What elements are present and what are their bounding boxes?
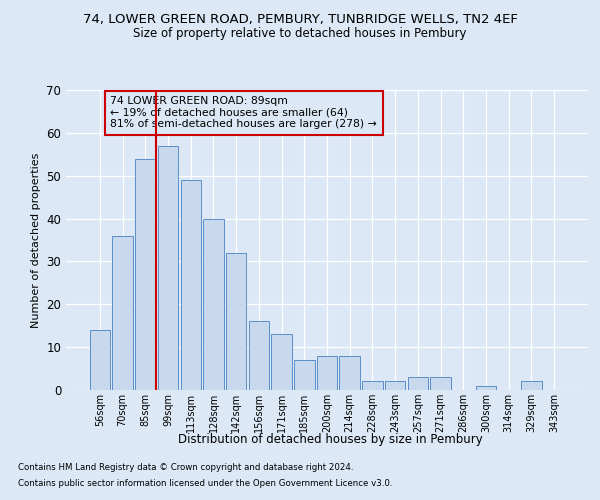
Bar <box>112 236 133 390</box>
Bar <box>294 360 314 390</box>
Bar <box>317 356 337 390</box>
Bar <box>271 334 292 390</box>
Bar <box>90 330 110 390</box>
Bar <box>340 356 360 390</box>
Bar <box>158 146 178 390</box>
Text: Size of property relative to detached houses in Pembury: Size of property relative to detached ho… <box>133 28 467 40</box>
Text: Distribution of detached houses by size in Pembury: Distribution of detached houses by size … <box>178 432 482 446</box>
Bar <box>181 180 201 390</box>
Text: 74 LOWER GREEN ROAD: 89sqm
← 19% of detached houses are smaller (64)
81% of semi: 74 LOWER GREEN ROAD: 89sqm ← 19% of deta… <box>110 96 377 129</box>
Bar <box>407 377 428 390</box>
Bar <box>476 386 496 390</box>
Bar <box>385 382 406 390</box>
Bar <box>226 253 247 390</box>
Text: Contains public sector information licensed under the Open Government Licence v3: Contains public sector information licen… <box>18 478 392 488</box>
Bar <box>521 382 542 390</box>
Bar <box>248 322 269 390</box>
Bar <box>135 158 155 390</box>
Y-axis label: Number of detached properties: Number of detached properties <box>31 152 41 328</box>
Text: Contains HM Land Registry data © Crown copyright and database right 2024.: Contains HM Land Registry data © Crown c… <box>18 464 353 472</box>
Bar <box>430 377 451 390</box>
Bar <box>203 218 224 390</box>
Bar <box>362 382 383 390</box>
Text: 74, LOWER GREEN ROAD, PEMBURY, TUNBRIDGE WELLS, TN2 4EF: 74, LOWER GREEN ROAD, PEMBURY, TUNBRIDGE… <box>83 12 517 26</box>
